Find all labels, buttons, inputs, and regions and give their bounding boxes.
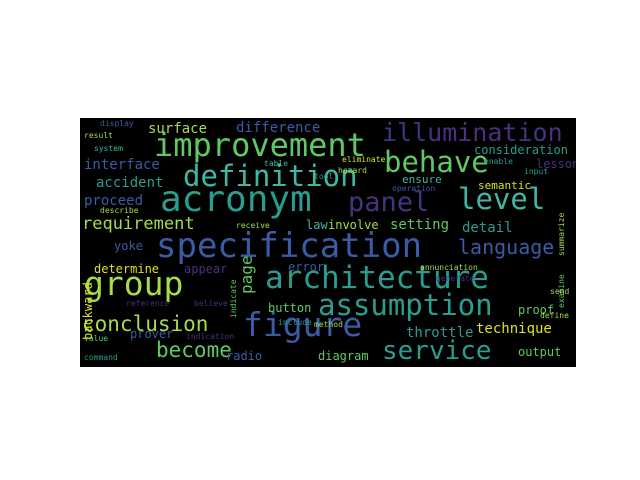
word-radio: radio [226,349,263,363]
word-input: input [524,167,549,176]
word-generate: generate [436,274,475,283]
word-improvement: improvement [154,126,366,164]
word-architecture: architecture [265,260,489,296]
word-annunciation: annunciation [420,263,478,272]
word-value: value [84,334,109,343]
word-involve: involve [328,218,379,232]
word-lesson: lesson [536,157,576,171]
word-result: result [84,131,113,140]
word-assumption: assumption [318,288,493,322]
word-describe: describe [100,206,139,215]
word-display: display [100,119,134,128]
word-setting: setting [390,217,450,233]
word-command: command [84,353,118,362]
word-language: language [458,235,555,259]
word-technique: technique [476,321,552,337]
word-prover: prover [130,327,174,341]
word-enable: enable [484,157,513,166]
word-accident: accident [96,175,164,191]
word-button: button [268,301,312,315]
word-appear: appear [184,262,228,276]
word-indicate: indicate [229,279,238,318]
word-include: include [278,318,312,327]
word-page: page [237,255,256,294]
word-error: error [288,260,325,274]
word-proof: proof [518,303,555,317]
word-operation: operation [392,184,436,193]
word-requirement: requirement [82,214,195,234]
word-tool: tool [314,172,334,181]
word-backward: backward [81,282,95,340]
word-eliminate: eliminate [342,155,386,164]
word-system: system [94,144,123,153]
word-ensure: ensure [402,173,442,186]
word-illumination: illumination [382,118,563,147]
word-figure: figure [243,305,363,344]
word-yoke: yoke [114,239,143,253]
word-believe: believe [194,299,228,308]
word-panel: panel [348,187,430,218]
word-behave: behave [384,145,489,179]
word-receive: receive [236,221,270,230]
word-acronym: acronym [160,179,312,220]
word-cloud: specification architecture improvement a… [80,118,576,367]
word-indication: indication [186,332,235,341]
word-output: output [518,345,562,359]
word-throttle: throttle [406,325,474,341]
word-specification: specification [156,226,423,266]
word-reference: reference [126,299,170,308]
word-surface: surface [148,121,208,137]
word-table: table [264,159,289,168]
word-summarize: summarize [557,212,566,256]
word-hazard: hazard [338,166,367,175]
word-definition: definition [183,159,358,193]
word-method: method [314,320,343,329]
word-become: become [156,338,232,362]
word-send: send [550,287,570,296]
word-determine: determine [94,262,160,276]
word-proceed: proceed [84,193,144,209]
word-detail: detail [462,220,513,236]
word-diagram: diagram [318,349,369,363]
word-law: law [306,218,328,232]
word-difference: difference [236,120,321,136]
word-semantic: semantic [478,179,531,192]
word-group: group [84,264,184,303]
word-consideration: consideration [474,143,568,157]
word-define: define [540,311,569,320]
word-interface: interface [84,157,160,173]
word-level: level [458,182,546,216]
word-conclusion: conclusion [82,312,209,336]
word-service: service [382,336,492,366]
